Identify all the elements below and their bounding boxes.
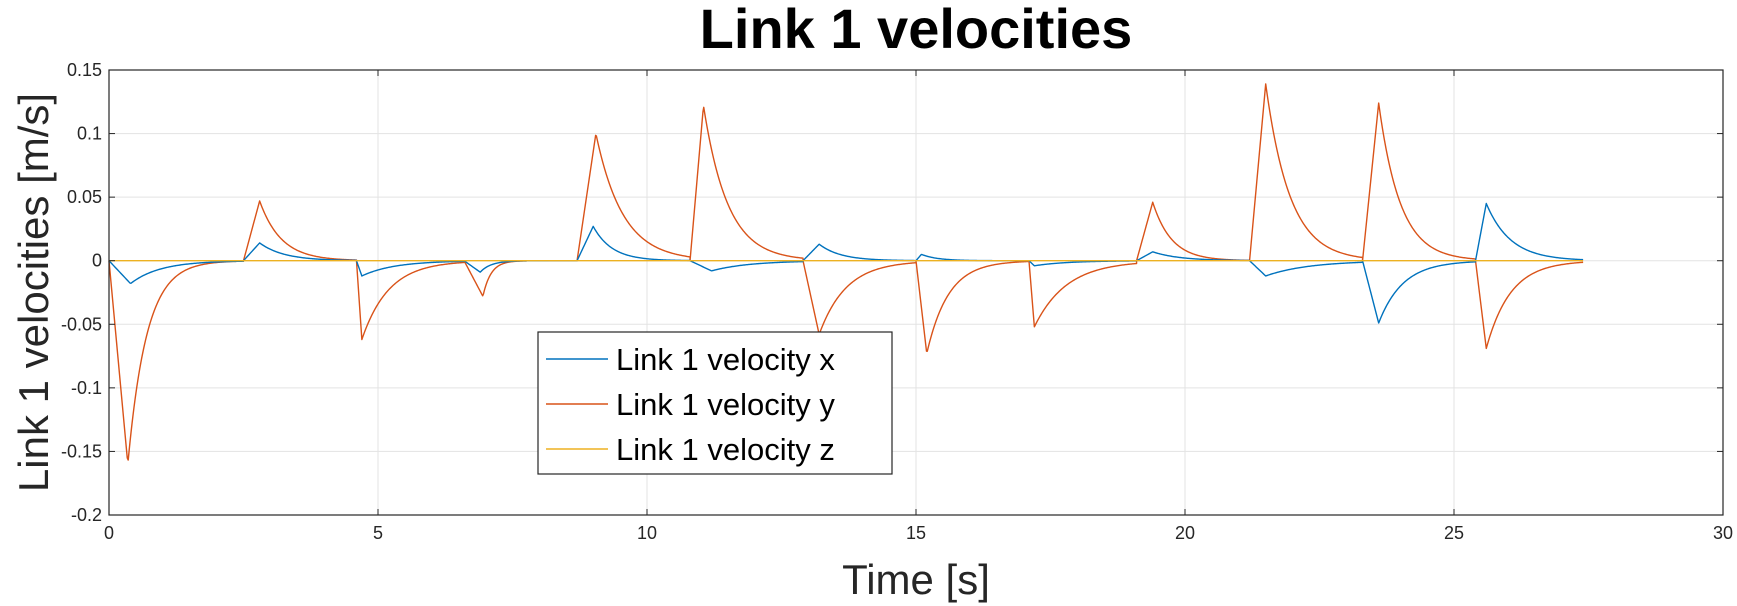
x-tick-label: 5 — [373, 523, 383, 543]
legend-box — [537, 331, 893, 475]
legend: Link 1 velocity x Link 1 velocity y Link 1… — [537, 331, 893, 475]
y-tick-label: -0.15 — [61, 441, 102, 461]
y-tick-label: 0 — [92, 251, 102, 271]
series-line-y — [108, 83, 1584, 461]
x-tick-label: 20 — [1175, 523, 1195, 543]
legend-entry: Link 1 velocity x — [616, 342, 835, 377]
y-tick-label: -0.2 — [71, 505, 102, 525]
y-tick-label: 0.1 — [77, 124, 102, 144]
y-tick-label: -0.1 — [71, 378, 102, 398]
legend-entry: Link 1 velocity y — [616, 387, 835, 422]
series-lines — [108, 83, 1584, 461]
y-tick-label: 0.15 — [67, 60, 102, 80]
y-tick-label: -0.05 — [61, 314, 102, 334]
x-tick-label: 25 — [1444, 523, 1464, 543]
series-line-x — [108, 202, 1584, 324]
axis-ticks: 0 5 10 15 20 25 30 -0.2 -0.15 -0.1 -0.05 0 0.05 0.1 0.… — [61, 60, 1733, 543]
y-tick-label: 0.05 — [67, 187, 102, 207]
y-axis-label: Link 1 velocities [m/s] — [10, 93, 57, 492]
grid-lines — [108, 69, 1724, 516]
chart-title: Link 1 velocities — [700, 0, 1133, 60]
x-tick-label: 10 — [637, 523, 657, 543]
x-tick-label: 15 — [906, 523, 926, 543]
legend-entry: Link 1 velocity z — [616, 432, 835, 467]
x-tick-label: 30 — [1713, 523, 1733, 543]
x-axis-label: Time [s] — [842, 556, 990, 603]
x-tick-label: 0 — [104, 523, 114, 543]
